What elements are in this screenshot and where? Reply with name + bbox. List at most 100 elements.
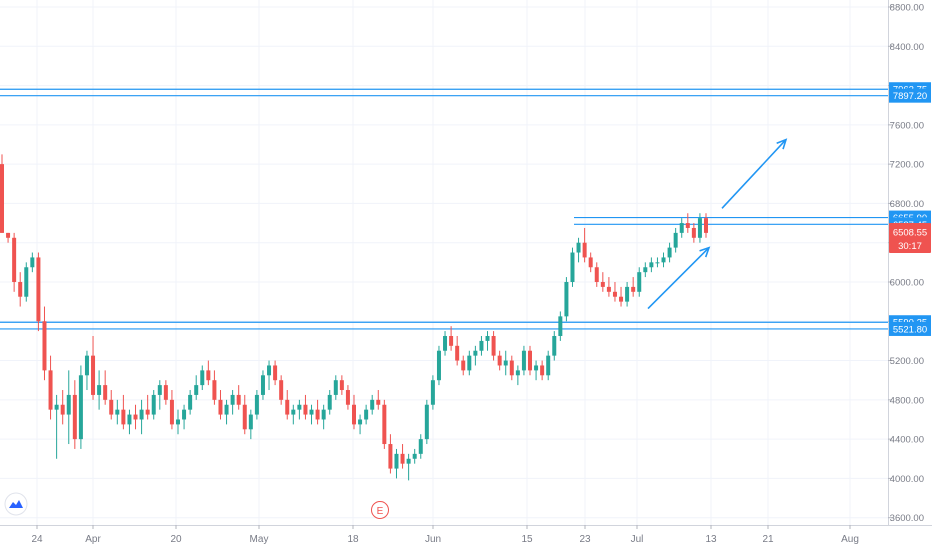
candle-body: [121, 409, 126, 425]
candle-body: [182, 409, 187, 420]
y-tick-label: 8400.00: [890, 42, 924, 53]
candle-body: [697, 218, 702, 238]
candle-body: [84, 355, 89, 376]
candle-body: [42, 321, 47, 371]
candle-body: [406, 458, 411, 464]
candle-body: [564, 281, 569, 317]
candle-body: [588, 257, 593, 268]
candle-body: [12, 237, 17, 282]
candle-body: [412, 453, 417, 459]
candle-body: [473, 350, 478, 356]
candle-body: [600, 281, 605, 287]
x-tick-label: Jun: [425, 534, 441, 545]
candle-body: [91, 355, 96, 395]
candle-body: [436, 350, 441, 381]
countdown-label: 30:17: [898, 241, 922, 252]
candle-body: [54, 404, 59, 410]
trend-arrows[interactable]: [647, 138, 788, 310]
y-tick-label: 6800.00: [890, 199, 924, 210]
level-tag: [889, 88, 931, 103]
candle-body: [145, 409, 150, 415]
earnings-label: E: [377, 506, 384, 517]
candle-body: [327, 394, 332, 410]
candle-body: [218, 399, 223, 415]
earnings-marker[interactable]: E: [371, 501, 389, 519]
candle-body: [66, 394, 71, 415]
candle-body: [176, 419, 180, 425]
x-axis[interactable]: 24 Apr 20 May 18 Jun 15 23 Jul 13 21 Aug: [31, 525, 859, 545]
candle-body: [370, 399, 375, 410]
candle-body: [224, 404, 229, 415]
candle-body: [455, 345, 460, 361]
candle-body: [0, 164, 4, 233]
candle-body: [649, 262, 654, 268]
y-tick-label: 4400.00: [890, 435, 924, 446]
candle-body: [127, 414, 132, 425]
candle-body: [400, 453, 405, 464]
candle-body: [248, 414, 253, 430]
x-tick-label: May: [250, 534, 269, 545]
candle-body: [339, 380, 344, 391]
candle-body: [206, 370, 211, 381]
level-tag-label: 5521.80: [893, 324, 927, 335]
candle-body: [467, 355, 472, 371]
candle-body: [485, 336, 490, 341]
candle-body: [534, 365, 539, 371]
y-tick-label: 7200.00: [890, 160, 924, 171]
candle-body: [236, 394, 241, 405]
tradingview-logo-icon[interactable]: [4, 492, 28, 516]
candle-body: [576, 242, 581, 253]
candle-body: [194, 385, 199, 395]
candle-body: [582, 242, 587, 258]
candles: [0, 154, 708, 481]
candle-body: [24, 267, 29, 297]
horizontal-levels[interactable]: [0, 88, 888, 330]
candle-body: [497, 355, 502, 366]
candle-body: [449, 336, 454, 346]
candle-body: [315, 409, 320, 420]
x-tick-label: Aug: [841, 534, 859, 545]
candle-body: [430, 380, 435, 405]
candle-body: [552, 336, 557, 356]
candle-body: [521, 350, 526, 371]
candle-body: [242, 404, 247, 430]
y-tick-label: 4000.00: [890, 474, 924, 485]
candle-body: [60, 404, 65, 415]
candle-body: [540, 365, 545, 376]
y-tick-label: 4800.00: [890, 395, 924, 406]
candle-body: [303, 404, 308, 415]
candle-body: [169, 399, 174, 425]
candle-body: [528, 350, 532, 371]
trend-arrow-line[interactable]: [721, 139, 787, 209]
candle-body: [291, 409, 296, 415]
candle-body: [321, 409, 326, 420]
candle-body: [358, 419, 363, 425]
level-tag: [889, 321, 931, 336]
candle-body: [133, 414, 138, 420]
y-tick-label: 7600.00: [890, 120, 924, 131]
candle-body: [18, 281, 23, 297]
candle-body: [558, 316, 563, 337]
candle-body: [394, 453, 399, 469]
price-tags: 7962.757897.206655.906587.455590.255521.…: [889, 82, 931, 336]
candle-body: [685, 223, 690, 228]
candle-body: [661, 257, 666, 263]
candle-body: [200, 370, 205, 386]
candle-body: [267, 365, 272, 376]
candle-body: [352, 404, 356, 425]
candle-body: [30, 257, 35, 268]
candle-body: [631, 286, 636, 292]
candle-body: [570, 252, 575, 282]
candle-body: [515, 370, 520, 376]
candle-body: [103, 385, 108, 400]
candle-body: [388, 444, 393, 469]
candle-body: [673, 232, 678, 248]
trend-arrow-head: [776, 138, 788, 150]
candle-body: [163, 385, 168, 400]
candle-body: [230, 394, 235, 405]
candle-body: [655, 262, 660, 264]
candle-body: [619, 296, 624, 302]
trend-arrow-line[interactable]: [647, 247, 710, 310]
